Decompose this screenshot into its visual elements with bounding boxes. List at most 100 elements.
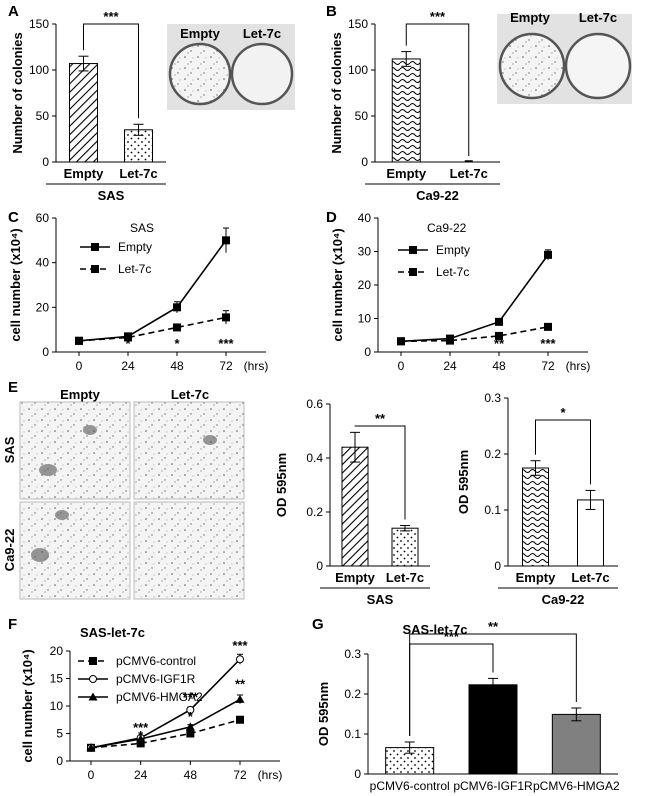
panel-c-series-line	[78, 316, 227, 342]
panel-d-series-line	[400, 254, 549, 343]
panel-d-ytick-label: 20	[358, 278, 372, 292]
panel-label-c: C	[8, 209, 19, 226]
panel-e-ca922-significance-label: *	[560, 405, 566, 420]
panel-c-x-title: (hrs)	[244, 359, 269, 373]
panel-c-point	[222, 236, 230, 245]
panel-b-ytick-label: 100	[348, 63, 368, 77]
panel-e-ca922-significance-bracket	[535, 419, 591, 485]
panel-d-legend-label: Empty	[436, 243, 470, 257]
panel-d-xtick-label: 72	[541, 359, 555, 373]
panel-label-d: D	[326, 209, 337, 226]
panel-a-ytick-label: 50	[36, 109, 50, 123]
micrograph-col-empty: Empty	[60, 387, 101, 402]
panel-g-category-label: pCMV6-control	[370, 779, 450, 793]
panel-e-sas-significance-label: **	[375, 411, 386, 426]
panel-c-significance-label: ***	[218, 336, 234, 351]
panel-d-significance-label: *	[447, 336, 453, 351]
panel-b-ytick-label: 150	[348, 17, 368, 31]
panel-f-significance-label: *	[188, 709, 194, 724]
panel-c-point	[222, 313, 230, 322]
colony-photo-b: Empty Let-7c	[497, 10, 632, 104]
panel-f-point	[236, 655, 244, 664]
panel-c-xtick-label: 0	[76, 359, 83, 373]
panel-f-point	[235, 694, 245, 703]
panel-b-ytick-label: 0	[361, 155, 368, 169]
panel-d-point	[446, 336, 454, 345]
panel-f-ytick-label: 10	[50, 699, 64, 713]
panel-f-legend-label: pCMV6-control	[116, 654, 196, 668]
panel-c-significance-label: *	[125, 336, 131, 351]
panel-d-legend-point	[409, 268, 417, 276]
panel-b-bar	[391, 58, 421, 163]
panel-g-category-label: pCMV6-IGF1R	[453, 779, 533, 793]
panel-a-ytick-label: 100	[29, 63, 49, 77]
panel-c-ytick-label: 0	[42, 345, 49, 359]
panel-e-ca922-y-title: OD 595nm	[456, 450, 471, 514]
panel-d-legend-label: Let-7c	[436, 265, 469, 279]
panel-c-ytick-label: 60	[36, 211, 50, 225]
panel-e-sas-ytick-label: 0.4	[306, 451, 323, 465]
panel-f-legend-point	[88, 692, 98, 701]
panel-b-significance-label: ***	[430, 9, 446, 24]
panel-g-significance-label: ***	[444, 629, 460, 644]
panel-f-ytick-label: 20	[50, 644, 64, 658]
panel-a-y-title: Number of colonies	[10, 32, 25, 153]
panel-e-sas-bar	[341, 446, 369, 567]
micrograph-col-let7c: Let-7c	[171, 387, 209, 402]
panel-d-significance-label: **	[494, 336, 505, 351]
panel-d-point	[544, 322, 552, 331]
panel-f-point	[185, 722, 195, 731]
panel-a-ytick-label: 150	[29, 17, 49, 31]
panel-e-ca922-ytick-label: 0.2	[484, 447, 501, 461]
panel-a-category-label: Let-7c	[119, 166, 157, 181]
panel-d-series-line	[400, 326, 549, 343]
invasion-micrographs: Empty Let-7c SAS Ca9-22	[2, 387, 245, 600]
panel-f-xtick-label: 48	[184, 768, 198, 782]
panel-d-y-title: cell number (x10⁴)	[330, 228, 345, 341]
panel-g-ytick-label: 0.3	[344, 647, 361, 661]
micrograph-row-ca922: Ca9-22	[2, 529, 17, 572]
panel-f-significance-label: ***	[232, 638, 248, 653]
panel-c-xtick-label: 24	[121, 359, 135, 373]
panel-f-legend-point	[89, 675, 97, 683]
panel-d-x-title: (hrs)	[566, 359, 591, 373]
panel-e-sas-bar	[391, 527, 419, 567]
panel-f-point	[236, 715, 244, 724]
panel-f-point	[86, 743, 96, 752]
panel-c-y-title: cell number (x10⁴)	[8, 228, 23, 341]
panel-d-point	[495, 331, 503, 340]
panel-c-point	[173, 323, 181, 332]
panel-e-sas-ytick-label: 0	[316, 559, 323, 573]
micrograph-row-sas: SAS	[2, 436, 17, 463]
panel-f-point	[136, 734, 146, 743]
panel-label-g: G	[312, 616, 324, 633]
panel-c-xtick-label: 72	[219, 359, 233, 373]
photo-b-label-let7c: Let-7c	[579, 10, 617, 25]
panel-f-significance-label: ***	[183, 690, 199, 705]
panel-f-significance-label: *	[138, 728, 144, 743]
panel-d-point	[397, 337, 405, 346]
panel-d-title: Ca9-22	[427, 221, 467, 235]
panel-d-point	[544, 250, 552, 259]
panel-g-ytick-label: 0.1	[344, 727, 361, 741]
panel-f-xtick-label: 72	[233, 768, 247, 782]
panel-a-significance-label: ***	[103, 9, 119, 24]
panel-f-y-title: cell number (x10⁴)	[20, 649, 35, 762]
panel-g-significance-label: **	[488, 619, 499, 634]
panel-e-ca922-ytick-label: 0.3	[484, 391, 501, 405]
panel-e-sas-category-label: Let-7c	[386, 570, 424, 585]
panel-c-ytick-label: 40	[36, 256, 50, 270]
panel-f-x-title: (hrs)	[258, 768, 283, 782]
panel-label-f: F	[8, 616, 17, 633]
panel-e-ca922-ytick-label: 0.1	[484, 503, 501, 517]
panel-c-point	[124, 333, 132, 342]
panel-f-legend-point	[89, 657, 97, 665]
panel-a-bar	[124, 129, 153, 163]
panel-a-category-label: Empty	[64, 166, 105, 181]
panel-g-title: SAS-let-7c	[402, 622, 467, 637]
panel-c-point	[173, 303, 181, 312]
panel-e-sas-ytick-label: 0.6	[306, 397, 323, 411]
panel-a-ytick-label: 0	[42, 155, 49, 169]
